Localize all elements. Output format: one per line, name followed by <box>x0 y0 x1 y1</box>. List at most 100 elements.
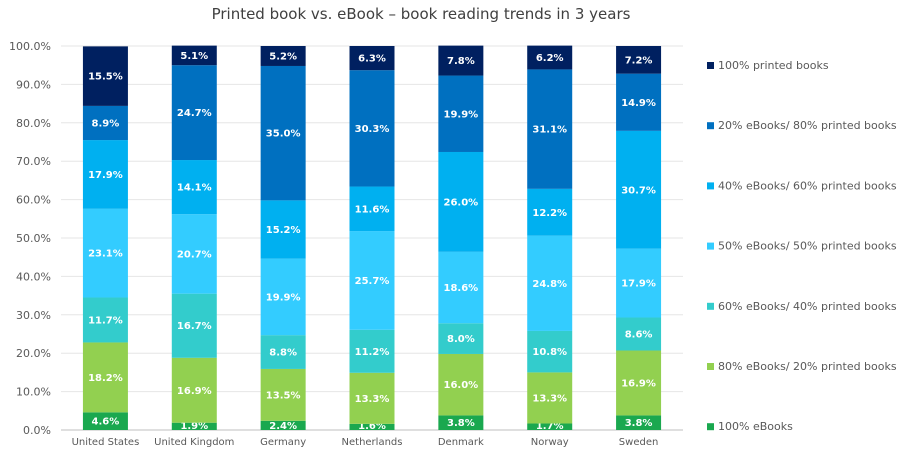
bar-segment <box>349 329 395 373</box>
bar-segment <box>438 75 484 152</box>
data-label: 20.7% <box>177 249 212 260</box>
data-label: 30.7% <box>621 185 656 196</box>
legend-swatch <box>707 122 714 130</box>
data-label: 7.8% <box>447 56 475 67</box>
legend-swatch <box>707 182 714 190</box>
y-tick-label: 30.0% <box>16 309 51 322</box>
data-label: 23.1% <box>88 249 123 260</box>
bar-segment <box>349 231 395 330</box>
legend-item: 50% eBooks/ 50% printed books <box>707 240 897 253</box>
bar-segment <box>260 368 306 421</box>
legend: 100% printed books 20% eBooks/ 80% printe… <box>707 59 897 433</box>
legend-swatch <box>707 242 714 250</box>
data-label: 13.3% <box>532 393 567 404</box>
data-label: 17.9% <box>88 170 123 181</box>
data-label: 18.2% <box>88 373 123 384</box>
data-label: 35.0% <box>266 129 301 140</box>
data-label: 5.2% <box>269 51 297 62</box>
data-label: 17.9% <box>621 279 656 290</box>
bar-segment <box>82 297 128 343</box>
data-label: 1.6% <box>358 421 386 432</box>
legend-label: 40% eBooks/ 60% printed books <box>718 179 897 192</box>
data-label: 8.6% <box>625 330 653 341</box>
data-label: 24.7% <box>177 108 212 119</box>
legend-label: 20% eBooks/ 80% printed books <box>718 119 897 132</box>
bar-segment <box>527 45 573 70</box>
bar-segment <box>527 423 573 430</box>
legend-label: 50% eBooks/ 50% printed books <box>718 240 897 253</box>
data-label: 12.2% <box>532 208 567 219</box>
x-tick-label: Denmark <box>438 437 484 448</box>
bar-segment <box>260 335 306 369</box>
bar-segment <box>260 420 306 430</box>
bar-segment <box>171 357 217 423</box>
x-tick-label: Netherlands <box>342 437 403 448</box>
data-label: 6.3% <box>358 54 386 65</box>
bar-stack: 1.9% 16.9% 16.7% 20.7% 14.1% 24.7% 5.1% <box>171 45 217 432</box>
data-label: 10.8% <box>532 347 567 358</box>
bar-segment <box>616 317 662 351</box>
bar-segment <box>438 151 484 252</box>
data-label: 8.9% <box>92 118 120 129</box>
bar-stack: 1.7% 13.3% 10.8% 24.8% 12.2% 31.1% 6.2% <box>527 45 573 432</box>
y-tick-label: 50.0% <box>16 232 51 245</box>
x-tick-label: United Kingdom <box>154 437 234 448</box>
bar-segment <box>260 46 306 66</box>
bar-segment <box>527 372 573 424</box>
data-label: 1.9% <box>180 421 208 432</box>
data-label: 15.2% <box>266 225 301 236</box>
bar-segment <box>616 46 662 74</box>
bar-segment <box>527 330 573 373</box>
data-label: 18.6% <box>444 283 479 294</box>
data-label: 15.5% <box>88 72 123 83</box>
bar-stack: 3.8% 16.0% 8.0% 18.6% 26.0% 19.9% 7.8% <box>438 45 484 430</box>
bar-segment <box>616 415 662 430</box>
y-tick-label: 60.0% <box>16 194 51 207</box>
data-label: 26.0% <box>444 197 479 208</box>
bar-segment <box>171 293 217 358</box>
data-label: 6.2% <box>536 53 564 64</box>
bar-segment <box>171 160 217 215</box>
bar-stack: 3.8% 16.9% 8.6% 17.9% 30.7% 14.9% 7.2% <box>616 46 662 430</box>
bar-segment <box>438 45 484 76</box>
legend-item: 100% printed books <box>707 59 829 72</box>
data-label: 4.6% <box>92 417 120 428</box>
data-label: 13.5% <box>266 390 301 401</box>
legend-label: 80% eBooks/ 20% printed books <box>718 360 897 373</box>
data-label: 19.9% <box>266 292 301 303</box>
bar-segment <box>82 46 128 106</box>
legend-swatch <box>707 62 714 69</box>
legend-swatch <box>707 423 714 431</box>
data-label: 11.7% <box>88 315 123 326</box>
x-tick-label: Germany <box>260 437 306 448</box>
bar-segment <box>82 140 128 209</box>
legend-item: 80% eBooks/ 20% printed books <box>707 360 897 373</box>
legend-item: 100% eBooks <box>707 420 793 433</box>
y-tick-label: 0.0% <box>23 424 51 437</box>
bar-segment <box>527 188 573 236</box>
bar-segment <box>438 353 484 416</box>
data-label: 16.0% <box>444 380 479 391</box>
bar-segment <box>438 323 484 354</box>
y-tick-label: 10.0% <box>16 386 51 399</box>
bar-segment <box>527 69 573 189</box>
bar-segment <box>349 372 395 424</box>
data-label: 14.9% <box>621 98 656 109</box>
legend-item: 40% eBooks/ 60% printed books <box>707 179 897 192</box>
data-label: 13.3% <box>355 394 390 405</box>
data-label: 2.4% <box>269 421 297 432</box>
bar-segment <box>438 251 484 324</box>
y-tick-label: 20.0% <box>16 347 51 360</box>
x-tick-label: Sweden <box>619 437 659 448</box>
data-label: 14.1% <box>177 183 212 194</box>
y-tick-label: 100.0% <box>9 40 51 53</box>
bar-segment <box>438 415 484 430</box>
bar-segment <box>82 412 128 430</box>
legend-swatch <box>707 302 714 310</box>
chart-title: Printed book vs. eBook – book reading tr… <box>212 5 631 23</box>
bar-segment <box>171 65 217 161</box>
bar-segment <box>171 214 217 294</box>
data-label: 16.9% <box>621 378 656 389</box>
bar-segment <box>260 258 306 336</box>
